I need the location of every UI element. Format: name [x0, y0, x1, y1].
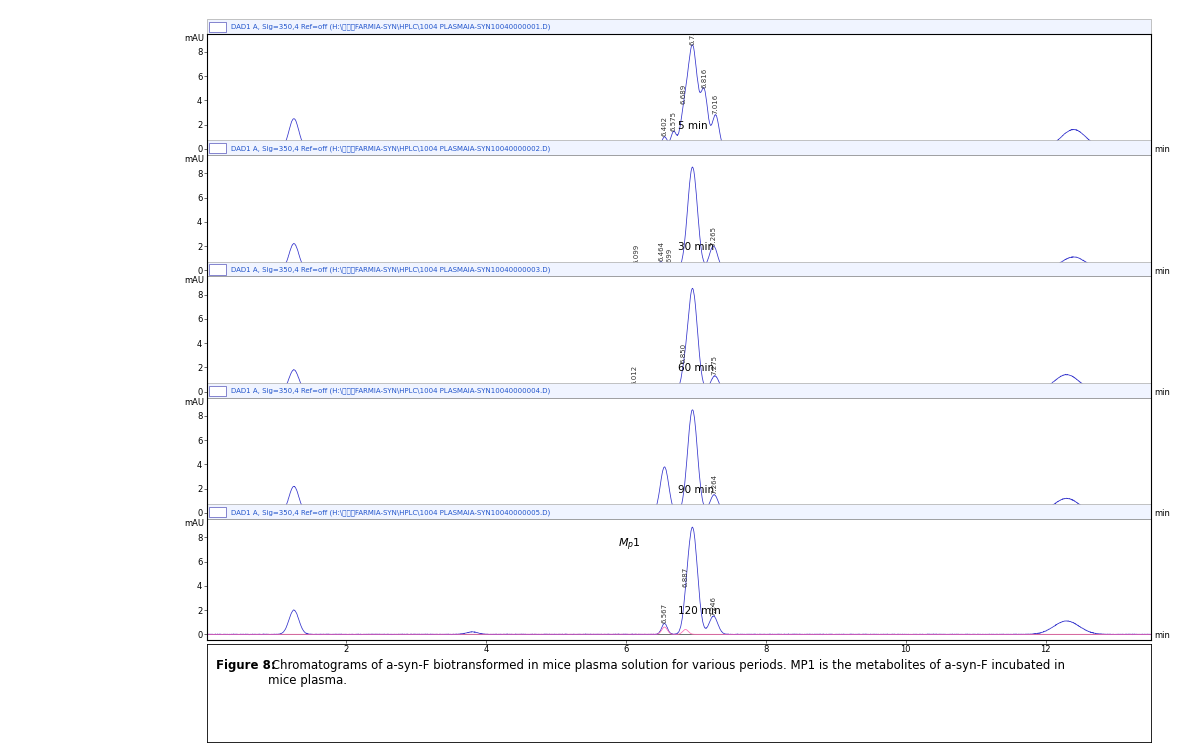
Text: $M_p$1: $M_p$1	[618, 536, 641, 553]
Text: 6.850: 6.850	[681, 343, 687, 363]
Text: 6.816: 6.816	[701, 68, 707, 88]
Text: 6.567: 6.567	[662, 602, 668, 622]
FancyBboxPatch shape	[209, 264, 227, 275]
Text: Figure 8:: Figure 8:	[216, 659, 276, 672]
Text: 7.264: 7.264	[712, 474, 717, 494]
FancyBboxPatch shape	[206, 19, 1150, 34]
Text: 90 min: 90 min	[678, 485, 715, 495]
Text: min: min	[1154, 267, 1169, 276]
Text: mAU: mAU	[184, 155, 204, 164]
FancyBboxPatch shape	[209, 386, 227, 396]
FancyBboxPatch shape	[206, 262, 1150, 276]
Text: mAU: mAU	[184, 398, 204, 407]
FancyBboxPatch shape	[209, 507, 227, 518]
Text: 60 min: 60 min	[678, 363, 715, 374]
Text: 5 min: 5 min	[678, 121, 708, 131]
Text: DAD1 A, Sig=350,4 Ref=off (H:\農業用FARMIA-SYN\HPLC\1004 PLASMAIA-SYN10040000005.D): DAD1 A, Sig=350,4 Ref=off (H:\農業用FARMIA-…	[231, 509, 550, 516]
Text: 120 min: 120 min	[678, 606, 721, 616]
Text: min: min	[1154, 509, 1169, 518]
Text: 6.752: 6.752	[689, 25, 695, 44]
Text: 6.699: 6.699	[667, 248, 673, 268]
FancyBboxPatch shape	[206, 505, 1150, 519]
Text: min: min	[1154, 388, 1169, 397]
Text: mAU: mAU	[184, 519, 204, 528]
Text: 6.887: 6.887	[682, 567, 688, 587]
FancyBboxPatch shape	[209, 143, 227, 154]
Text: 6.689: 6.689	[681, 83, 687, 103]
Text: 7.275: 7.275	[712, 355, 717, 375]
Text: 6.099: 6.099	[634, 243, 640, 264]
Text: 6.402: 6.402	[662, 116, 668, 136]
Text: 6.464: 6.464	[658, 241, 664, 261]
Text: mAU: mAU	[184, 276, 204, 285]
Text: DAD1 A, Sig=350,4 Ref=off (H:\農業用FARMIA-SYN\HPLC\1004 PLASMAIA-SYN10040000004.D): DAD1 A, Sig=350,4 Ref=off (H:\農業用FARMIA-…	[231, 388, 550, 395]
Text: min: min	[1154, 145, 1169, 154]
Text: 7.265: 7.265	[710, 225, 716, 246]
Text: DAD1 A, Sig=350,4 Ref=off (H:\農業用FARMIA-SYN\HPLC\1004 PLASMAIA-SYN10040000002.D): DAD1 A, Sig=350,4 Ref=off (H:\農業用FARMIA-…	[231, 145, 550, 152]
Text: 6.012: 6.012	[631, 365, 637, 385]
FancyBboxPatch shape	[209, 22, 227, 32]
FancyBboxPatch shape	[206, 141, 1150, 155]
Text: 7.016: 7.016	[713, 94, 719, 114]
Text: 30 min: 30 min	[678, 242, 715, 252]
FancyBboxPatch shape	[206, 383, 1150, 398]
Text: 7.246: 7.246	[710, 595, 716, 616]
Text: Chromatograms of a-syn-F biotransformed in mice plasma solution for various peri: Chromatograms of a-syn-F biotransformed …	[268, 659, 1064, 687]
Text: min: min	[1154, 631, 1169, 640]
Text: DAD1 A, Sig=350,4 Ref=off (H:\農業用FARMIA-SYN\HPLC\1004 PLASMAIA-SYN10040000001.D): DAD1 A, Sig=350,4 Ref=off (H:\農業用FARMIA-…	[231, 24, 550, 31]
Text: DAD1 A, Sig=350,4 Ref=off (H:\農業用FARMIA-SYN\HPLC\1004 PLASMAIA-SYN10040000003.D): DAD1 A, Sig=350,4 Ref=off (H:\農業用FARMIA-…	[231, 267, 550, 273]
Text: mAU: mAU	[184, 34, 204, 43]
Text: 6.575: 6.575	[670, 111, 676, 131]
